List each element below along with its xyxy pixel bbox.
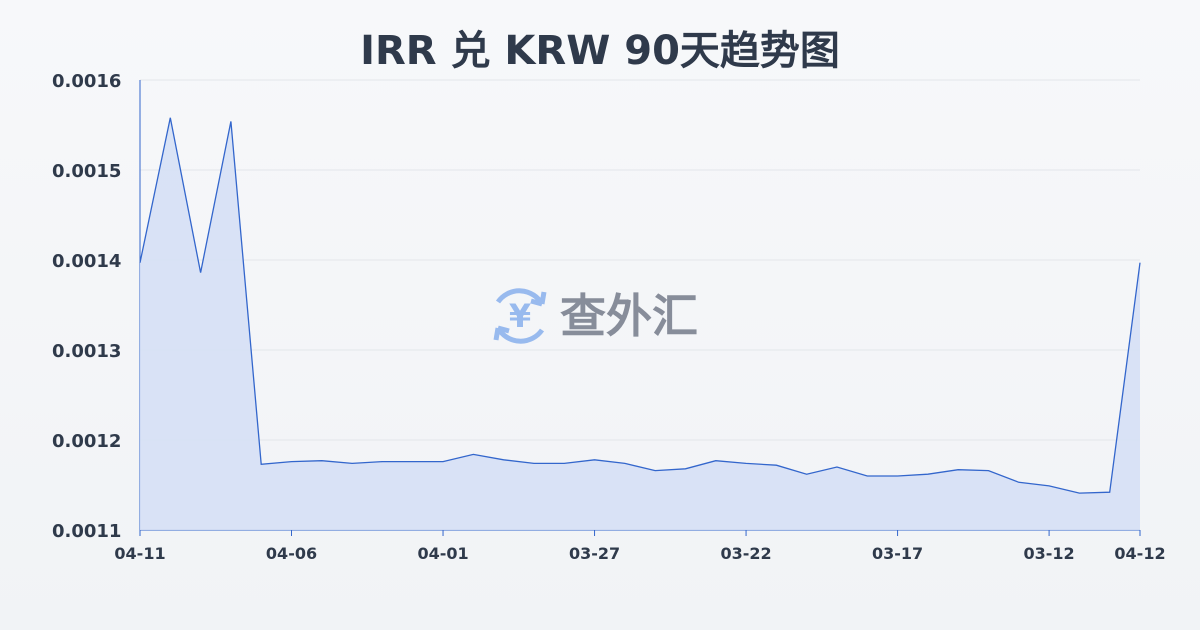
svg-text:¥: ¥ <box>509 297 531 335</box>
x-tick-label: 04-11 <box>114 544 165 563</box>
x-tick-label: 03-17 <box>872 544 923 563</box>
y-tick-label: 0.0011 <box>52 521 121 542</box>
y-tick-label: 0.0014 <box>52 251 121 272</box>
chart-title: IRR 兑 KRW 90天趋势图 <box>360 28 840 74</box>
watermark-text: 查外汇 <box>560 289 698 343</box>
x-tick-label: 04-06 <box>266 544 317 563</box>
x-tick-label: 04-01 <box>417 544 468 563</box>
watermark: ¥ 查外汇 <box>493 288 698 344</box>
y-tick-label: 0.0013 <box>52 341 121 362</box>
y-tick-label: 0.0015 <box>52 161 121 182</box>
y-tick-label: 0.0012 <box>52 431 121 452</box>
x-tick-label: 03-27 <box>569 544 620 563</box>
y-tick-label: 0.0016 <box>52 71 121 92</box>
yen-exchange-icon: ¥ <box>493 288 547 344</box>
series-line <box>139 117 1141 494</box>
x-tick-label: 03-22 <box>720 544 771 563</box>
x-tick-label: 03-12 <box>1024 544 1075 563</box>
x-tick-label: 04-12 <box>1114 544 1165 563</box>
area-fill <box>140 117 1140 531</box>
